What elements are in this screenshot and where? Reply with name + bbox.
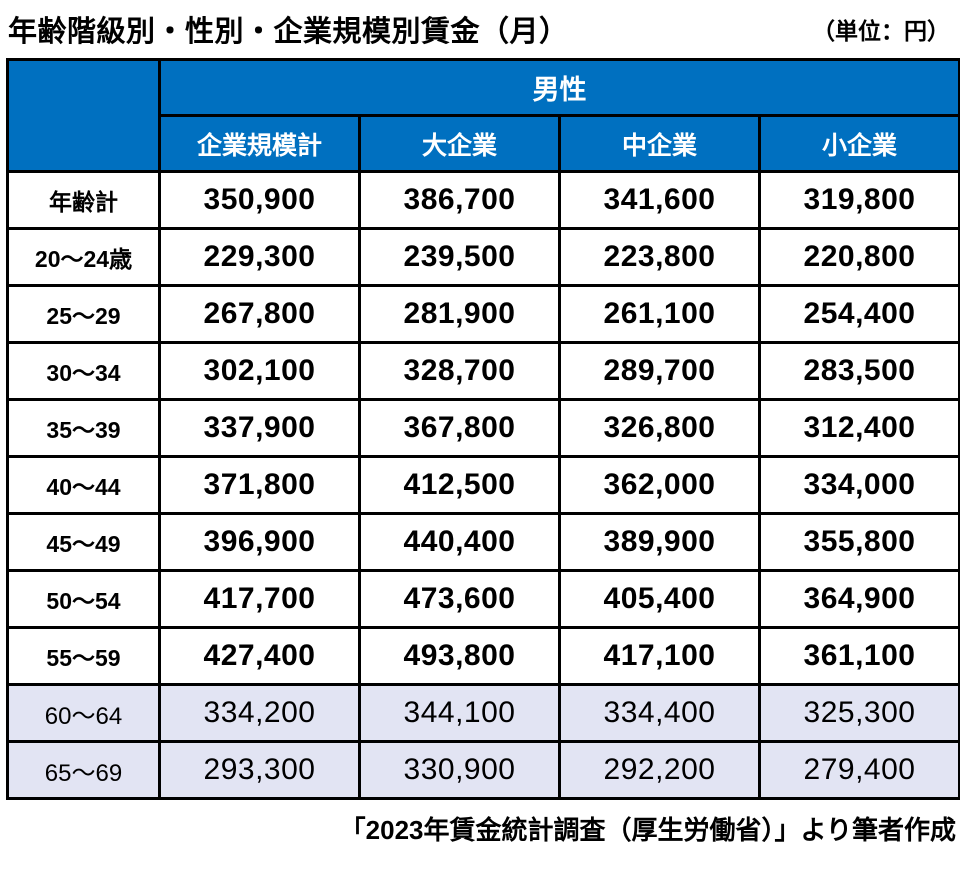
wage-value: 337,900 xyxy=(158,398,361,458)
row-label: 45〜49 xyxy=(6,512,161,572)
unit-label: （単位：円） xyxy=(812,18,950,44)
wage-value: 279,400 xyxy=(758,740,960,800)
wage-value: 362,000 xyxy=(558,455,761,515)
row-label: 65〜69 xyxy=(6,740,161,800)
table-row: 30〜34 302,100 328,700 289,700 283,500 xyxy=(6,341,960,401)
row-label: 60〜64 xyxy=(6,683,161,743)
column-header-row: 企業規模計 大企業 中企業 小企業 xyxy=(8,114,960,173)
wage-value: 440,400 xyxy=(358,512,561,572)
gender-header: 男性 xyxy=(158,58,960,117)
gender-header-row: 男性 xyxy=(6,58,960,173)
wage-value: 330,900 xyxy=(358,740,561,800)
row-label: 25〜29 xyxy=(6,284,161,344)
table-row: 55〜59 427,400 493,800 417,100 361,100 xyxy=(6,626,960,686)
row-label: 35〜39 xyxy=(6,398,161,458)
wage-value: 283,500 xyxy=(758,341,960,401)
wage-value: 293,300 xyxy=(158,740,361,800)
wage-value: 261,100 xyxy=(558,284,761,344)
table-row: 35〜39 337,900 367,800 326,800 312,400 xyxy=(6,398,960,458)
row-label: 50〜54 xyxy=(6,569,161,629)
row-label: 年齢計 xyxy=(6,170,161,230)
wage-value: 312,400 xyxy=(758,398,960,458)
title-bar: 年齢階級別・性別・企業規模別賃金（月） （単位：円） xyxy=(0,0,960,50)
wage-value: 325,300 xyxy=(758,683,960,743)
wage-value: 417,700 xyxy=(158,569,361,629)
table-row: 年齢計 350,900 386,700 341,600 319,800 xyxy=(6,170,960,230)
wage-value: 396,900 xyxy=(158,512,361,572)
wage-value: 371,800 xyxy=(158,455,361,515)
wage-table: 男性 企業規模計 大企業 中企業 小企業 年齢計 350,900 386,700… xyxy=(6,58,960,800)
wage-value: 389,900 xyxy=(558,512,761,572)
wage-value: 386,700 xyxy=(358,170,561,230)
table-row: 25〜29 267,800 281,900 261,100 254,400 xyxy=(6,284,960,344)
column-header-medium: 中企業 xyxy=(558,114,761,173)
table-row-senior: 65〜69 293,300 330,900 292,200 279,400 xyxy=(6,740,960,800)
wage-value: 229,300 xyxy=(158,227,361,287)
wage-value: 302,100 xyxy=(158,341,361,401)
row-label: 40〜44 xyxy=(6,455,161,515)
wage-value: 367,800 xyxy=(358,398,561,458)
wage-value: 289,700 xyxy=(558,341,761,401)
wage-value: 427,400 xyxy=(158,626,361,686)
table-row: 45〜49 396,900 440,400 389,900 355,800 xyxy=(6,512,960,572)
column-header-total: 企業規模計 xyxy=(158,114,361,173)
wage-value: 326,800 xyxy=(558,398,761,458)
wage-value: 355,800 xyxy=(758,512,960,572)
source-note: 「2023年賃金統計調査（厚生労働省）」より筆者作成 xyxy=(339,815,956,845)
wage-value: 254,400 xyxy=(758,284,960,344)
wage-value: 328,700 xyxy=(358,341,561,401)
wage-value: 220,800 xyxy=(758,227,960,287)
table-row: 50〜54 417,700 473,600 405,400 364,900 xyxy=(6,569,960,629)
wage-value: 417,100 xyxy=(558,626,761,686)
wage-value: 319,800 xyxy=(758,170,960,230)
wage-value: 292,200 xyxy=(558,740,761,800)
wage-value: 344,100 xyxy=(358,683,561,743)
row-label: 55〜59 xyxy=(6,626,161,686)
wage-value: 364,900 xyxy=(758,569,960,629)
wage-value: 239,500 xyxy=(358,227,561,287)
wage-value: 493,800 xyxy=(358,626,561,686)
row-label: 20〜24歳 xyxy=(6,227,161,287)
corner-cell xyxy=(6,58,161,173)
row-label: 30〜34 xyxy=(6,341,161,401)
page-title: 年齢階級別・性別・企業規模別賃金（月） xyxy=(8,16,569,48)
wage-value: 267,800 xyxy=(158,284,361,344)
table-row-senior: 60〜64 334,200 344,100 334,400 325,300 xyxy=(6,683,960,743)
wage-value: 334,400 xyxy=(558,683,761,743)
wage-value: 361,100 xyxy=(758,626,960,686)
wage-value: 473,600 xyxy=(358,569,561,629)
wage-value: 223,800 xyxy=(558,227,761,287)
table-row: 40〜44 371,800 412,500 362,000 334,000 xyxy=(6,455,960,515)
wage-value: 350,900 xyxy=(158,170,361,230)
wage-value: 341,600 xyxy=(558,170,761,230)
wage-value: 334,000 xyxy=(758,455,960,515)
wage-value: 334,200 xyxy=(158,683,361,743)
column-header-large: 大企業 xyxy=(358,114,561,173)
wage-value: 412,500 xyxy=(358,455,561,515)
wage-value: 281,900 xyxy=(358,284,561,344)
table-row: 20〜24歳 229,300 239,500 223,800 220,800 xyxy=(6,227,960,287)
wage-value: 405,400 xyxy=(558,569,761,629)
column-header-small: 小企業 xyxy=(758,114,960,173)
